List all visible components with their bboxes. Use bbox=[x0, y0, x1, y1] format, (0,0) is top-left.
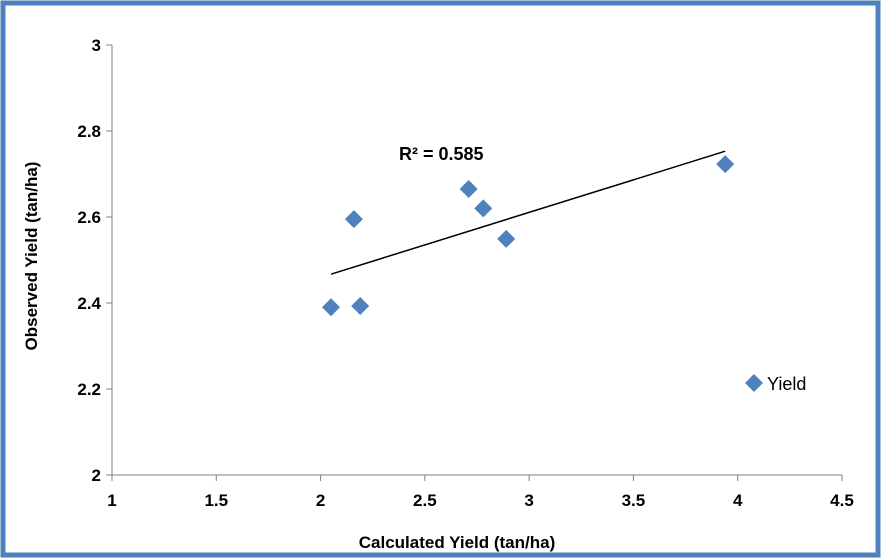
data-point-diamond bbox=[351, 297, 370, 316]
legend-label: Yield bbox=[767, 374, 806, 394]
data-point-diamond bbox=[322, 298, 340, 317]
x-tick-label: 3 bbox=[524, 491, 533, 510]
data-point-diamond bbox=[344, 210, 363, 229]
x-tick-label: 1 bbox=[107, 491, 116, 510]
y-ticks: 2 2.2 2.4 2.6 2.8 3 bbox=[77, 36, 112, 485]
r-squared-annotation: R² = 0.585 bbox=[399, 144, 484, 164]
y-axis-title: Observed Yield (tan/ha) bbox=[22, 162, 41, 351]
data-points bbox=[322, 155, 735, 317]
y-tick-label: 2.6 bbox=[77, 208, 101, 227]
x-tick-label: 2.5 bbox=[413, 491, 437, 510]
x-tick-label: 2 bbox=[316, 491, 325, 510]
axes bbox=[111, 45, 842, 476]
x-axis-title: Calculated Yield (tan/ha) bbox=[359, 533, 556, 552]
y-tick-label: 2.2 bbox=[77, 380, 101, 399]
x-tick-label: 3.5 bbox=[622, 491, 646, 510]
x-ticks: 1 1.5 2 2.5 3 3.5 4 4.5 bbox=[107, 475, 854, 510]
data-point-diamond bbox=[459, 180, 478, 199]
y-tick-label: 2.4 bbox=[77, 294, 101, 313]
trendline bbox=[330, 150, 726, 275]
data-point-diamond bbox=[474, 199, 493, 218]
y-tick-label: 2 bbox=[92, 466, 101, 485]
data-point-diamond bbox=[497, 229, 516, 248]
x-tick-label: 4 bbox=[733, 491, 743, 510]
y-tick-label: 2.8 bbox=[77, 122, 101, 141]
data-point-diamond bbox=[716, 155, 735, 174]
x-tick-label: 1.5 bbox=[204, 491, 228, 510]
x-tick-label: 4.5 bbox=[830, 491, 854, 510]
y-tick-label: 3 bbox=[92, 36, 101, 55]
legend-marker bbox=[745, 374, 763, 392]
legend: Yield bbox=[745, 374, 806, 394]
